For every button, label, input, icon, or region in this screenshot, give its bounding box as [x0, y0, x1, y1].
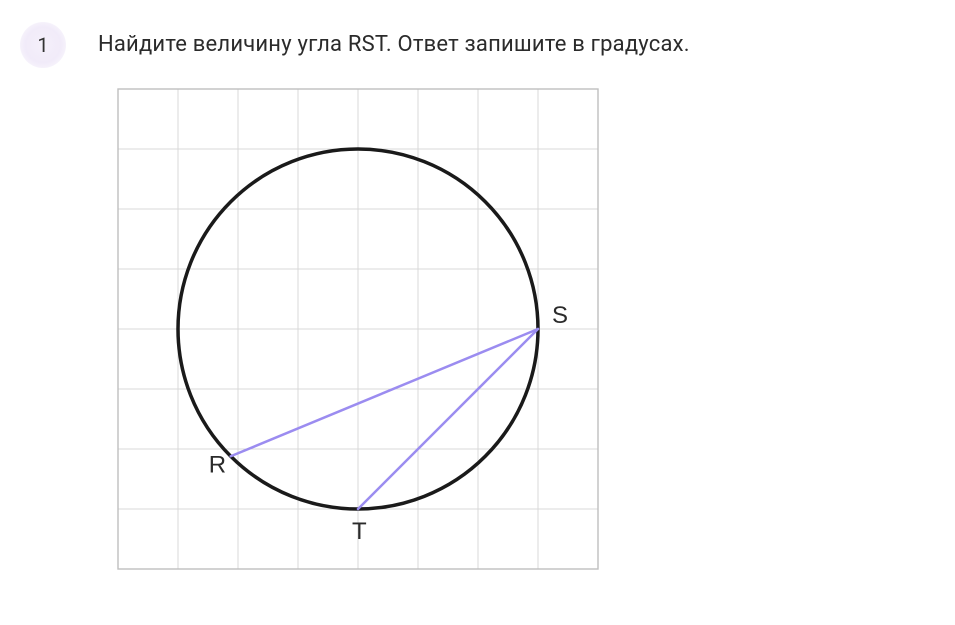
problem-number: 1: [37, 33, 48, 57]
point-label-S: S: [552, 302, 568, 329]
figure-wrap: R S T: [116, 87, 935, 571]
point-label-R: R: [209, 451, 226, 478]
question-text: Найдите величину угла RST. Ответ запишит…: [98, 32, 935, 57]
geometry-figure: R S T: [116, 87, 600, 571]
problem-number-badge: 1: [20, 22, 66, 68]
problem-content: Найдите величину угла RST. Ответ запишит…: [98, 22, 935, 571]
problem-container: 1 Найдите величину угла RST. Ответ запиш…: [0, 0, 955, 593]
point-label-T: T: [352, 518, 367, 545]
